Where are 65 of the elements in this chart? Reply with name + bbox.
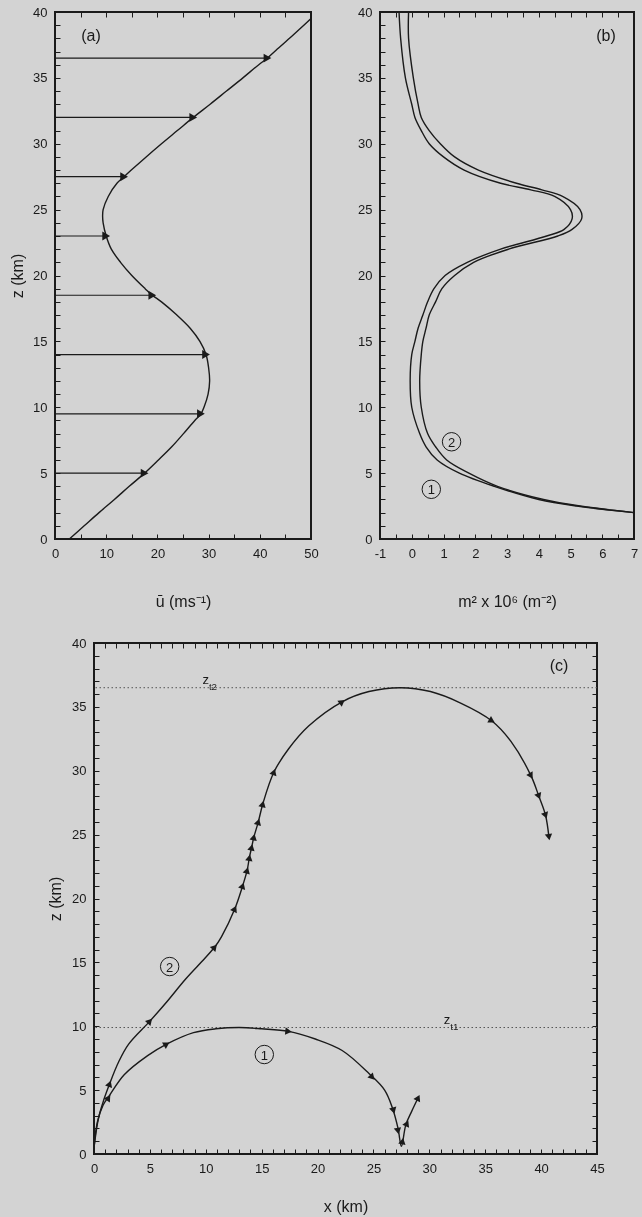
x-tick-label: 4 xyxy=(535,545,543,561)
x-tick-label: 0 xyxy=(51,545,60,561)
ref-line-label: z$_{t1}$ xyxy=(443,1011,459,1032)
y-tick-label: 15 xyxy=(72,954,87,970)
y-tick-label: 10 xyxy=(358,399,373,415)
x-tick-label: 20 xyxy=(150,545,166,561)
y-tick-label: 40 xyxy=(358,4,373,20)
x-axis-title: ū (ms⁻¹) xyxy=(155,592,212,610)
series-label: 1 xyxy=(427,482,435,498)
y-tick-label: 30 xyxy=(358,136,373,152)
annotation: (c) xyxy=(549,657,569,674)
y-tick-label: 0 xyxy=(79,1146,87,1162)
x-tick-label: 0 xyxy=(408,545,416,561)
y-tick-label: 35 xyxy=(72,699,87,715)
y-tick-label: 10 xyxy=(72,1018,87,1034)
y-tick-label: 40 xyxy=(33,4,48,20)
y-tick-label: 20 xyxy=(72,891,87,906)
y-tick-label: 30 xyxy=(72,763,87,779)
y-tick-label: 5 xyxy=(40,465,48,481)
x-tick-label: 40 xyxy=(253,545,268,561)
x-tick-label: 30 xyxy=(422,1160,438,1176)
x-tick-label: 1 xyxy=(440,545,448,561)
y-tick-label: 25 xyxy=(33,202,48,218)
x-tick-label: 15 xyxy=(254,1160,270,1176)
x-tick-label: 40 xyxy=(534,1160,549,1176)
x-tick-label: 35 xyxy=(478,1160,493,1176)
y-tick-label: 25 xyxy=(358,202,373,218)
series-label: 1 xyxy=(260,1047,268,1063)
x-tick-label: 10 xyxy=(99,545,114,561)
y-tick-label: 0 xyxy=(40,531,48,547)
y-tick-label: 35 xyxy=(33,70,48,86)
x-tick-label: 5 xyxy=(146,1160,155,1176)
x-tick-label: 10 xyxy=(199,1160,214,1176)
x-axis-title: x (km) xyxy=(323,1197,369,1215)
y-tick-label: 15 xyxy=(33,333,48,349)
x-tick-label: 30 xyxy=(201,545,217,561)
x-tick-label: 7 xyxy=(630,545,639,561)
x-tick-label: 2 xyxy=(472,545,480,561)
series-label: 2 xyxy=(447,434,456,450)
x-axis-title: m² x 10⁶ (m⁻²) xyxy=(458,592,557,610)
x-tick-label: 45 xyxy=(590,1160,605,1176)
x-tick-label: 20 xyxy=(310,1160,326,1176)
y-tick-label: 5 xyxy=(365,465,373,481)
x-tick-label: 6 xyxy=(599,545,607,561)
y-tick-label: 5 xyxy=(79,1082,87,1098)
annotation: (a) xyxy=(81,27,101,44)
y-tick-label: 30 xyxy=(33,136,48,152)
y-tick-label: 35 xyxy=(358,70,373,86)
x-tick-label: 3 xyxy=(503,545,512,561)
y-tick-label: 40 xyxy=(72,635,87,651)
ref-line-label: z$_{t2}$ xyxy=(202,671,218,692)
y-tick-label: 10 xyxy=(33,399,48,415)
y-tick-label: 20 xyxy=(33,268,48,283)
y-tick-label: 25 xyxy=(72,827,87,843)
x-tick-label: 50 xyxy=(304,545,319,561)
y-tick-label: 20 xyxy=(358,268,373,283)
y-tick-label: 15 xyxy=(358,333,373,349)
series-label: 2 xyxy=(166,959,174,975)
annotation: (b) xyxy=(596,27,616,44)
x-tick-label: 0 xyxy=(90,1160,99,1176)
x-tick-label: -1 xyxy=(374,545,387,561)
x-tick-label: 5 xyxy=(567,545,575,561)
y-axis-title: z (km) xyxy=(46,876,64,922)
y-tick-label: 0 xyxy=(365,531,373,547)
y-axis-title: z (km) xyxy=(8,253,26,299)
